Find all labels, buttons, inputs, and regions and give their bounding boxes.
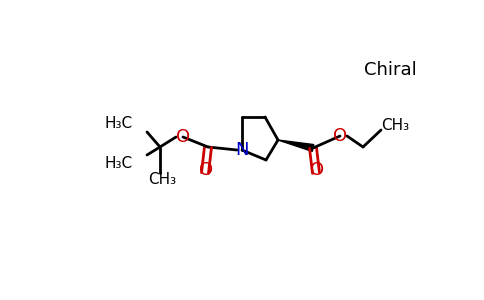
Text: CH₃: CH₃ bbox=[148, 172, 176, 188]
Text: O: O bbox=[333, 127, 347, 145]
Text: H₃C: H₃C bbox=[105, 155, 133, 170]
Text: Chiral: Chiral bbox=[363, 61, 416, 79]
Text: H₃C: H₃C bbox=[105, 116, 133, 131]
Text: O: O bbox=[176, 128, 190, 146]
Text: O: O bbox=[199, 161, 213, 179]
Text: CH₃: CH₃ bbox=[381, 118, 409, 133]
Polygon shape bbox=[278, 140, 314, 152]
Text: N: N bbox=[235, 141, 249, 159]
Text: O: O bbox=[310, 161, 324, 179]
